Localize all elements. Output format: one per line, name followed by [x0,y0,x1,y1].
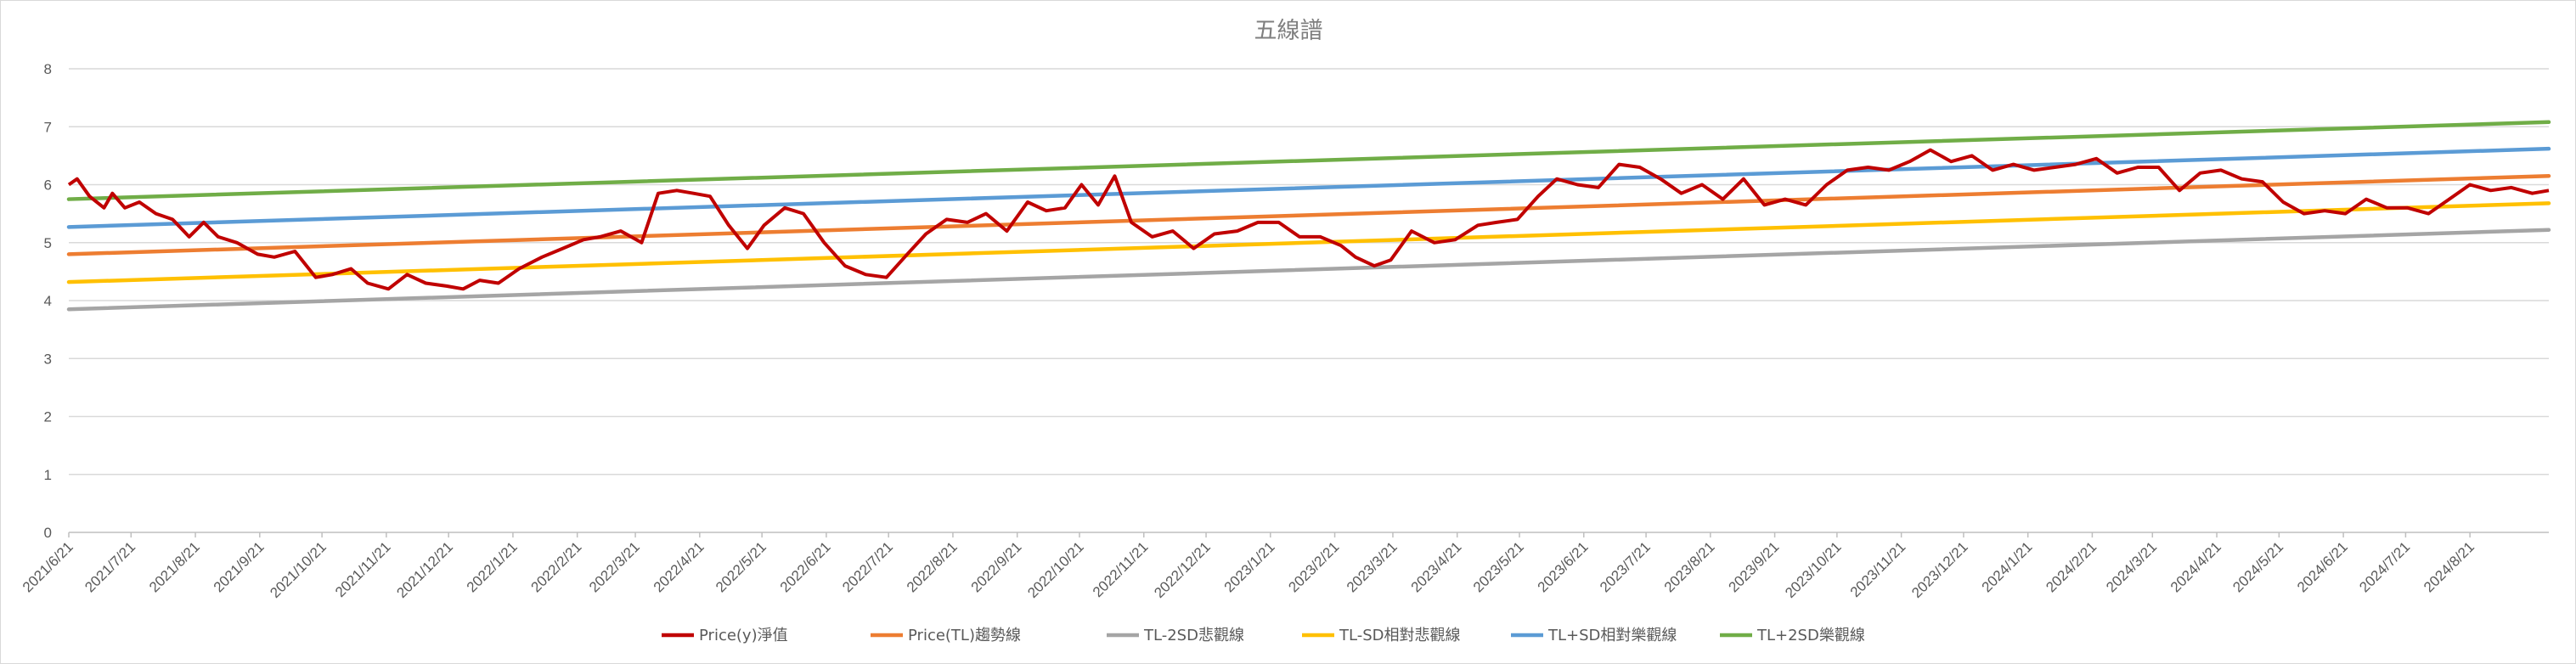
x-tick-label: 2021/8/21 [146,538,203,595]
legend-label-5: TL+2SD樂觀線 [1756,627,1865,644]
legend: Price(y)淨值 Price(TL)趨勢線 TL-2SD悲觀線 TL-SD相對悲觀… [662,627,1865,644]
x-tick-label: 2023/7/21 [1597,538,1654,595]
y-tick-label: 5 [44,235,52,251]
x-tick-label: 2023/10/21 [1782,538,1845,601]
x-tick-label: 2022/6/21 [777,538,834,595]
gridlines [69,68,2549,533]
x-tick-label: 2024/7/21 [2356,538,2413,595]
legend-label-1: Price(TL)趨勢線 [908,627,1021,644]
x-tick-label: 2023/5/21 [1470,538,1527,595]
y-tick-label: 6 [44,177,52,194]
x-tick-label: 2022/11/21 [1090,538,1152,600]
x-tick-label: 2023/2/21 [1285,538,1342,595]
y-axis-tick-labels: 0 1 2 3 4 5 6 7 8 [44,61,52,541]
x-tick-label: 2023/4/21 [1408,538,1465,595]
chart-title: 五線譜 [1254,18,1323,44]
x-tick-label: 2022/7/21 [839,538,896,595]
x-tick-label: 2022/4/21 [651,538,707,595]
x-tick-label: 2022/9/21 [968,538,1025,595]
y-tick-label: 2 [44,409,52,425]
series-line-5 [66,120,2551,201]
x-tick-label: 2022/8/21 [904,538,961,595]
x-tick-label: 2024/1/21 [1979,538,2036,595]
x-tick-label: 2021/11/21 [332,538,394,600]
x-tick-label: 2021/9/21 [211,538,268,595]
x-tick-label: 2024/6/21 [2294,538,2351,595]
x-tick-label: 2022/5/21 [713,538,769,595]
legend-label-0: Price(y)淨值 [699,627,788,644]
y-tick-label: 0 [44,525,52,541]
y-tick-label: 8 [44,61,52,77]
x-tick-label: 2023/1/21 [1221,538,1278,595]
x-tick-label: 2021/10/21 [267,538,330,601]
x-tick-label: 2024/8/21 [2421,538,2477,595]
x-tick-label: 2022/10/21 [1024,538,1087,601]
y-tick-label: 4 [44,293,52,309]
series-line-0 [67,148,2550,291]
series-line-1 [66,174,2551,256]
x-tick-label: 2023/12/21 [1908,538,1971,601]
legend-label-4: TL+SD相對樂觀線 [1547,627,1677,644]
x-tick-label: 2022/12/21 [1151,538,1214,601]
x-tick-label: 2023/6/21 [1535,538,1592,595]
x-tick-label: 2022/3/21 [586,538,643,595]
y-tick-label: 1 [44,467,52,483]
legend-label-2: TL-2SD悲觀線 [1143,627,1244,644]
x-tick-label: 2021/7/21 [82,538,138,595]
x-tick-label: 2024/3/21 [2103,538,2160,595]
legend-label-3: TL-SD相對悲觀線 [1339,627,1461,644]
x-tick-label: 2023/8/21 [1661,538,1718,595]
y-tick-label: 3 [44,351,52,367]
x-tick-label: 2024/5/21 [2229,538,2286,595]
x-tick-label: 2022/2/21 [528,538,585,595]
x-tick-label: 2023/3/21 [1344,538,1401,595]
x-tick-label: 2021/12/21 [393,538,456,601]
y-tick-label: 7 [44,119,52,135]
x-tick-label: 2024/4/21 [2167,538,2224,595]
x-axis-tick-labels: 2021/6/21 2021/7/21 2021/8/21 2021/9/21 2021… [20,532,2477,601]
series-line-3 [66,201,2551,284]
series-line-2 [66,228,2551,312]
x-tick-label: 2023/9/21 [1725,538,1782,595]
x-tick-label: 2021/6/21 [20,538,76,595]
x-tick-label: 2023/11/21 [1847,538,1909,600]
x-tick-label: 2022/1/21 [464,538,521,595]
x-tick-label: 2024/2/21 [2043,538,2100,595]
series-line-4 [66,146,2551,229]
series-lines [66,120,2551,312]
